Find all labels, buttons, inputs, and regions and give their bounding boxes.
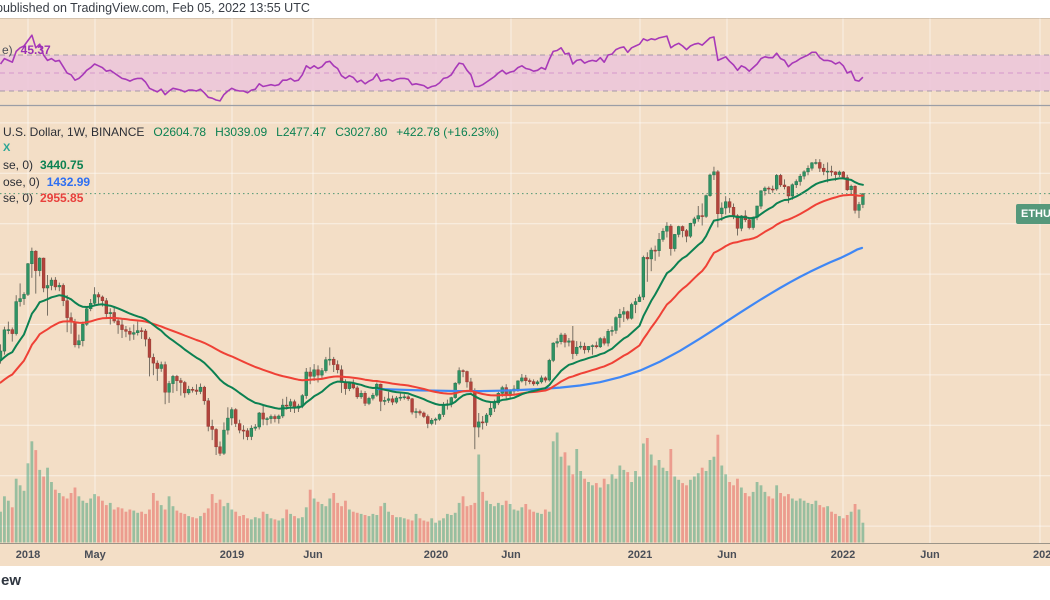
time-axis-label: 2022 xyxy=(830,549,856,561)
gridlines xyxy=(0,18,1050,543)
header-bar: published on TradingView.com, Feb 05, 20… xyxy=(0,0,1050,18)
ma-mid-line xyxy=(0,193,864,397)
symbol-title-fragment: U.S. Dollar, 1W, BINANCE xyxy=(3,125,145,139)
symbol-legend-row[interactable]: U.S. Dollar, 1W, BINANCE O2604.78 H3039.09… xyxy=(3,125,508,139)
rsi-label-fragment: e) xyxy=(2,43,13,57)
ma-slow-label-fragment: ose, 0) xyxy=(3,175,40,189)
time-axis[interactable]: 2018 May 2019 Jun 2020 Jun 2021 Jun 2022 Jun 2023 xyxy=(0,543,1050,567)
ma-slow-legend-row[interactable]: ose, 0) 1432.99 xyxy=(3,175,90,189)
rsi-band xyxy=(0,54,1050,92)
ma-mid-legend-row[interactable]: se, 0) 2955.85 xyxy=(3,191,83,205)
time-axis-label: 2023 xyxy=(1033,549,1050,561)
time-axis-label: 2021 xyxy=(627,549,653,561)
ohlc-low: L2477.47 xyxy=(276,125,327,139)
publish-note: published on TradingView.com, Feb 05, 20… xyxy=(0,1,310,15)
ma-mid-label-fragment: se, 0) xyxy=(3,191,34,205)
time-axis-label: Jun xyxy=(717,549,737,561)
ohlc-close: C3027.80 xyxy=(335,125,388,139)
ma-fast-legend-row[interactable]: se, 0) 3440.75 xyxy=(3,158,83,172)
ma-fast-value: 3440.75 xyxy=(40,158,84,172)
ohlc-change: +422.78 (+16.23%) xyxy=(396,125,499,139)
pane-separators xyxy=(0,18,1050,107)
chart-svg[interactable] xyxy=(0,18,1050,543)
ohlc-open: O2604.78 xyxy=(153,125,207,139)
time-axis-label: Jun xyxy=(920,549,940,561)
current-price-badge[interactable]: ETHUSD xyxy=(1016,204,1050,224)
time-axis-label: 2020 xyxy=(423,549,449,561)
time-axis-label: Jun xyxy=(501,549,521,561)
time-axis-label: 2019 xyxy=(219,549,245,561)
volume-bars xyxy=(0,432,865,543)
rsi-indicator-legend[interactable]: e) 45.37 xyxy=(2,43,51,57)
ohlc-high: H3039.09 xyxy=(215,125,268,139)
ma-fast-label-fragment: se, 0) xyxy=(3,158,34,172)
chart-canvas[interactable]: e) 45.37 U.S. Dollar, 1W, BINANCE O2604.78… xyxy=(0,18,1050,543)
ma-slow-value: 1432.99 xyxy=(46,175,91,189)
footer-bar: ew xyxy=(0,566,1050,600)
tradingview-logo-fragment[interactable]: ew xyxy=(1,572,22,589)
ma-fast-line xyxy=(0,177,864,410)
time-axis-label: May xyxy=(84,549,106,561)
legend-teal-fragment: X xyxy=(3,142,11,154)
rsi-value: 45.37 xyxy=(20,43,51,57)
time-axis-label: Jun xyxy=(303,549,323,561)
time-axis-label: 2018 xyxy=(15,549,41,561)
ma-mid-value: 2955.85 xyxy=(40,191,84,205)
legend-row-fragment[interactable]: X xyxy=(3,142,10,154)
rsi-line xyxy=(0,34,864,102)
ma-slow-line xyxy=(376,246,864,393)
candlesticks xyxy=(0,159,865,456)
